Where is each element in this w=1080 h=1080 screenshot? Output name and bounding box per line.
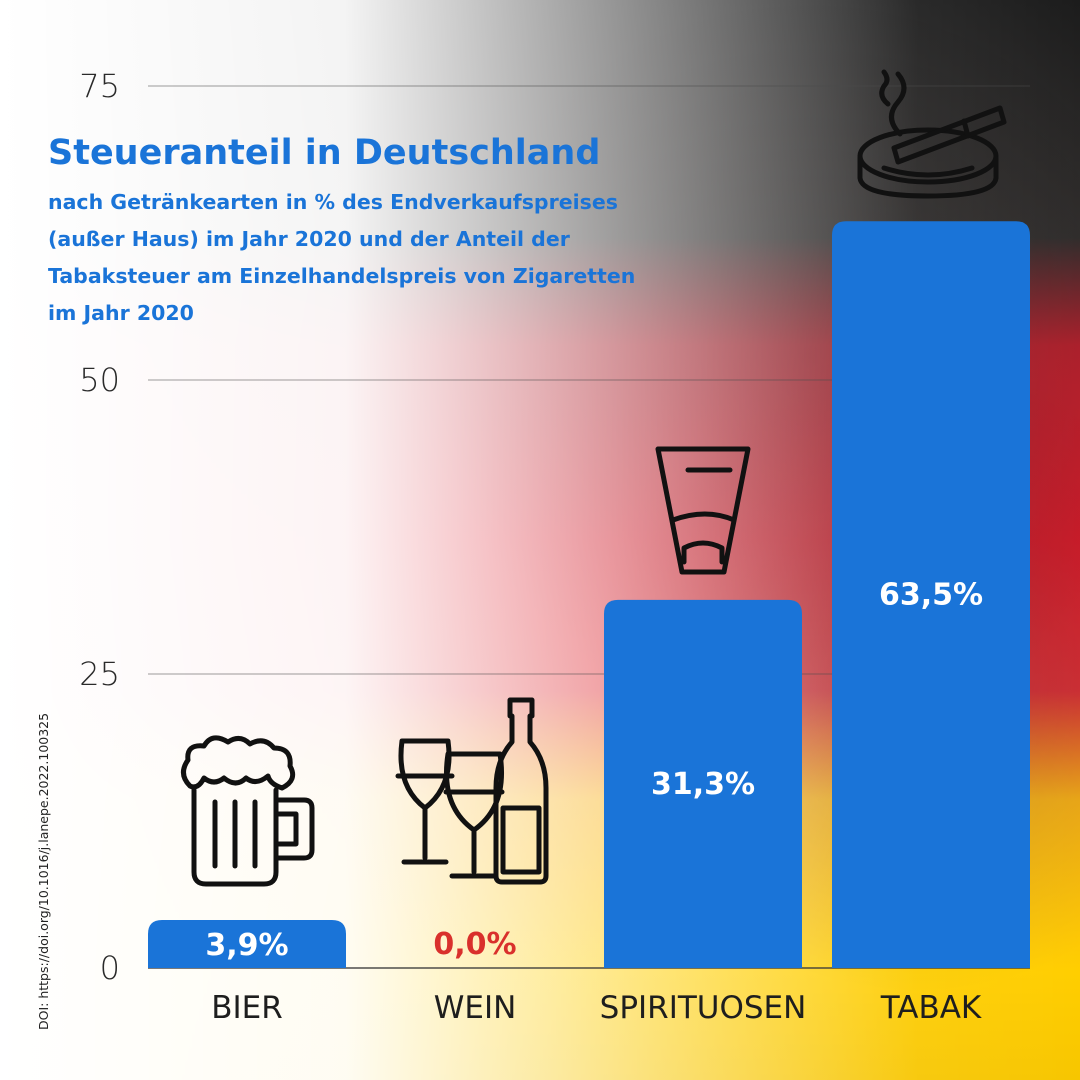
wine-glasses-bottle-icon <box>395 697 549 885</box>
source-doi: DOI: https://doi.org/10.1016/j.lanepe.20… <box>36 712 51 1030</box>
value-label-bier: 3,9% <box>205 928 288 963</box>
x-label-wein: WEIN <box>434 990 517 1026</box>
x-label-bier: BIER <box>211 990 283 1026</box>
chart-title: Steueranteil in Deutschland <box>48 133 601 173</box>
value-label-spirituosen: 31,3% <box>651 767 755 802</box>
x-axis-labels: BIER WEIN SPIRITUOSEN TABAK <box>211 990 982 1026</box>
y-axis-ticks: 0 25 50 75 <box>79 67 120 987</box>
ashtray-cigarette-icon <box>857 69 1007 199</box>
shot-glass-icon <box>655 446 751 575</box>
x-label-tabak: TABAK <box>880 990 982 1026</box>
beer-mug-icon <box>181 735 315 887</box>
chart-subtitle: nach Getränkearten in % des Endverkaufsp… <box>48 190 636 325</box>
y-tick-label-0: 0 <box>100 949 120 987</box>
y-tick-label-75: 75 <box>79 67 120 105</box>
y-tick-label-50: 50 <box>79 361 120 399</box>
y-tick-label-25: 25 <box>79 655 120 693</box>
category-icons <box>181 69 1007 887</box>
x-label-spirituosen: SPIRITUOSEN <box>600 990 807 1026</box>
bar-spirituosen <box>604 599 802 968</box>
bar-bier <box>148 920 346 968</box>
data-labels: 3,9% 0,0% 31,3% 63,5% <box>205 578 983 963</box>
bar-tabak <box>832 221 1030 969</box>
value-label-tabak: 63,5% <box>879 578 983 613</box>
value-label-wein: 0,0% <box>433 927 516 962</box>
bars <box>148 221 1030 969</box>
